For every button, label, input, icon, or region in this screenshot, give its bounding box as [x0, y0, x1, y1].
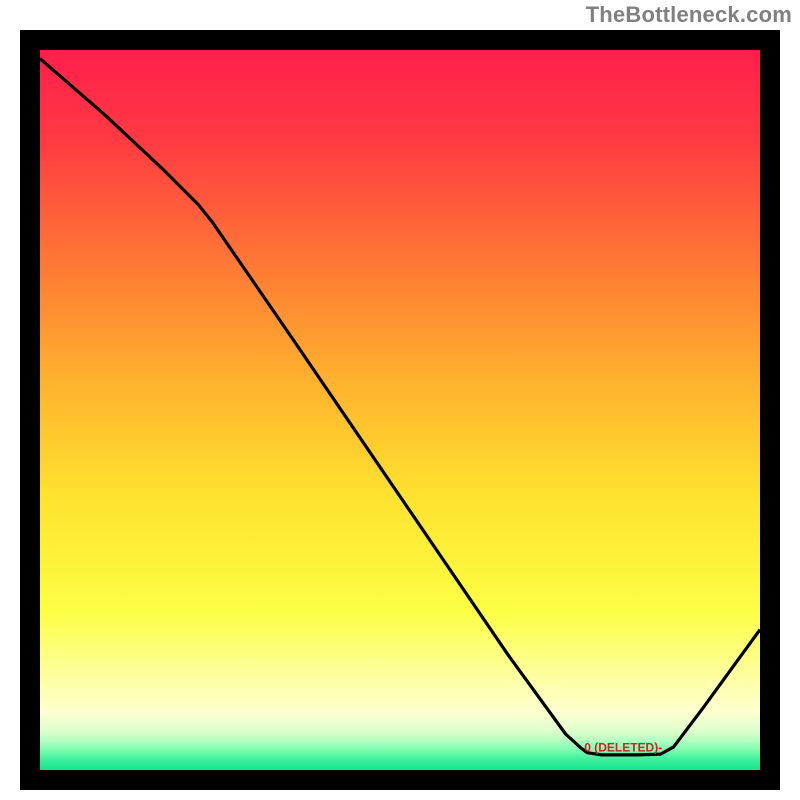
plot-background — [40, 50, 760, 770]
chart-container: TheBottleneck.com 0 (DELETED)- — [0, 0, 800, 800]
chart-svg: 0 (DELETED)- — [0, 0, 800, 800]
floor-label: 0 (DELETED)- — [584, 741, 662, 755]
